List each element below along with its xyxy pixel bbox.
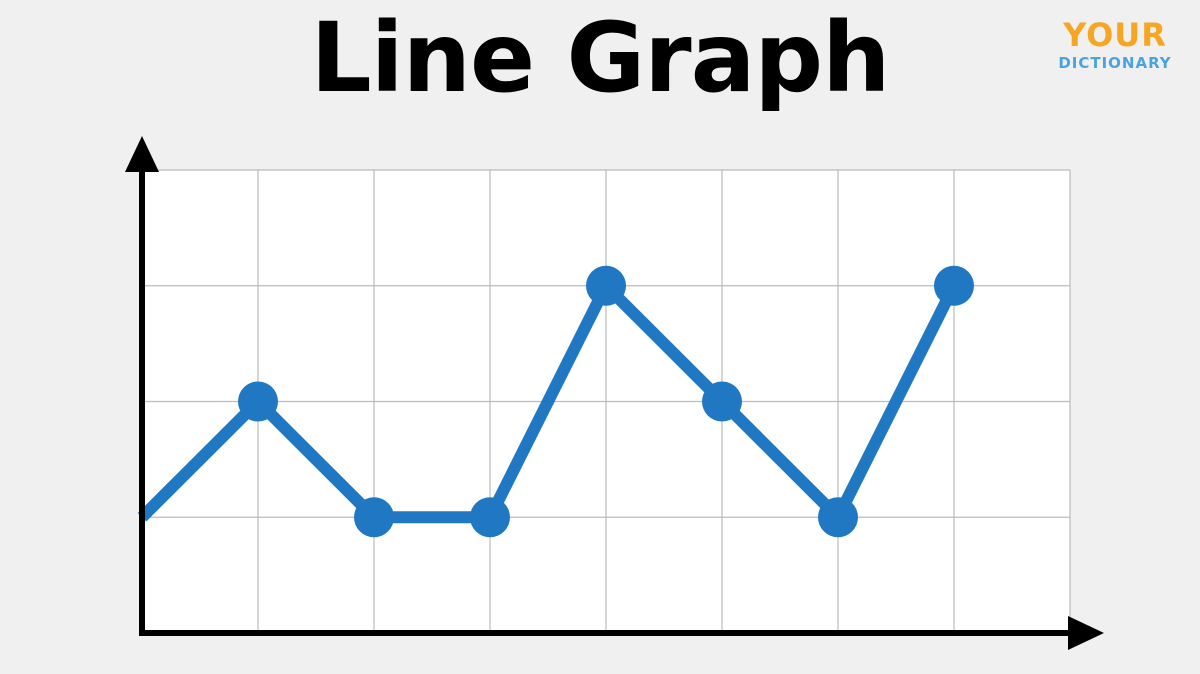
series-group bbox=[137, 265, 974, 538]
data-point bbox=[586, 265, 626, 306]
logo-sub-text: DICTIONARY bbox=[1058, 54, 1172, 72]
data-point bbox=[702, 381, 742, 422]
data-point bbox=[818, 497, 858, 538]
data-point bbox=[238, 381, 278, 422]
data-point bbox=[934, 265, 974, 306]
y-axis-arrow bbox=[125, 136, 159, 172]
page-title: Line Graph bbox=[310, 2, 891, 114]
logo-main-text: YOUR bbox=[1063, 16, 1167, 54]
data-point bbox=[354, 497, 394, 538]
data-point bbox=[470, 497, 510, 538]
series-line bbox=[137, 279, 960, 524]
x-axis-arrow bbox=[1068, 616, 1104, 650]
brand-logo[interactable]: YOUR DICTIONARY bbox=[1050, 16, 1180, 72]
axes bbox=[125, 136, 1104, 650]
